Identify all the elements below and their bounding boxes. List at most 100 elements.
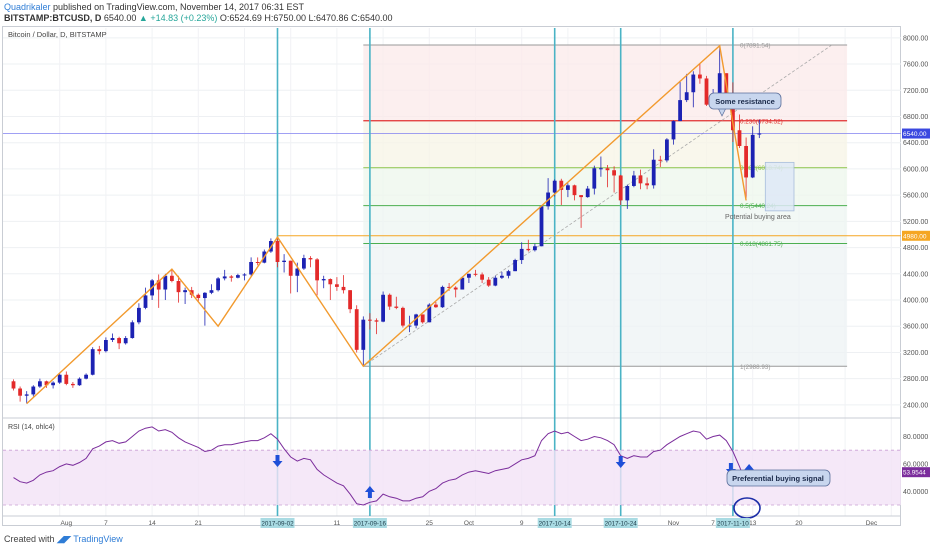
time-tick-label: 11 [334,520,341,527]
highlight-date-label: 2017-10-14 [539,521,572,528]
candle-body [592,168,597,189]
candle-body [57,374,62,383]
price-tick-label: 3600.00 [903,324,928,331]
highlight-date-label: 2017-09-16 [354,521,387,528]
candle-body [249,262,253,275]
rsi-tick-label: 40.0000 [903,489,928,496]
candle-body [506,271,511,276]
candle-body [222,276,227,279]
author-link[interactable]: Quadrikaler [4,2,51,12]
candle-body [717,73,722,96]
candle-body [480,274,484,280]
buying-area-label: Potential buying area [725,214,791,221]
candle-body [341,286,346,291]
highlight-date-bg [603,518,638,528]
callout-pointer [717,107,727,117]
candle-body [513,260,517,272]
symbol-label: BITSTAMP:BTCUSD, D [4,13,102,23]
candle-body [117,338,121,344]
candle-body [170,275,174,282]
candle-body [315,259,319,281]
fib-level-label: 1(2988.93) [740,364,770,371]
current-price-label-bg [902,128,930,139]
candle-body [123,338,128,344]
candle-body [665,139,669,161]
price-tick-label: 6800.00 [903,114,928,121]
candle-body [500,275,504,278]
candle-body [684,92,689,101]
resistance-label: Some resistance [715,97,775,106]
resistance-callout [708,92,782,110]
candle-body [618,175,623,201]
time-tick-label: 9 [520,520,524,527]
candle-body [394,306,399,308]
current-price-label: 6540.00 [903,131,927,138]
candle-body [625,185,630,201]
highlight-date-bg [260,518,295,528]
candle-body [467,273,471,278]
arrow-down-icon [615,456,626,468]
candle-body [533,246,537,251]
created-with-label: Created with [4,534,55,544]
candle-body [612,170,616,176]
time-tick-label: Dec [866,520,878,527]
candle-body [24,394,29,396]
price-tick-label: 6000.00 [903,166,928,173]
tradingview-link[interactable]: TradingView [73,534,123,544]
candle-body [328,279,333,285]
candle-body [460,277,465,290]
candle-body [255,262,260,263]
fib-level-label: 0.618(4861.75) [740,241,783,248]
time-tick-label: 7 [104,520,108,527]
candle-body [176,281,181,293]
candle-body [368,319,372,321]
candle-body [447,286,451,288]
last-price: 6540.00 [103,13,137,23]
fib-level-label: 0.5(5440.24) [740,203,776,210]
candle-body [216,278,220,291]
candle-body [31,386,36,395]
rsi-tick-label: 60.0000 [903,461,928,468]
price-tick-label: 6400.00 [903,140,928,147]
rsi-current-bg [902,467,930,478]
candle-body [599,168,603,170]
candle-body [348,290,352,310]
candle-body [361,319,366,350]
highlight-date-bg [352,518,387,528]
candle-body [84,374,88,379]
level-price-label-bg [902,230,930,241]
candle-body [288,260,293,276]
candle-body [632,175,636,186]
candle-body [658,159,663,161]
time-tick-label: Oct [464,520,474,527]
candle-body [552,180,557,193]
candle-body [163,275,168,290]
price-tick-label: 4800.00 [903,245,928,252]
candle-body [638,175,643,184]
candle-body [189,290,194,295]
candle-body [572,185,577,196]
candle-body [737,130,742,146]
fib-level-label: 0(7891.54) [740,42,770,49]
fib-level-label: 0.382(6018.74) [740,165,783,172]
candle-body [698,74,702,79]
candle-body [585,188,590,198]
fib-zone [363,44,848,121]
candle-body [651,159,656,186]
price-tick-label: 7200.00 [903,88,928,95]
candle-body [420,314,425,323]
candle-body [374,320,379,322]
rsi-tick-label: 80.0000 [903,434,928,441]
highlight-date-label: 2017-10-24 [605,521,638,528]
time-tick-label: 13 [749,520,757,527]
candle-body [64,374,69,384]
candle-body [750,134,755,178]
candle-body [183,290,187,293]
candle-body [302,258,306,269]
candle-body [44,381,49,386]
price-tick-label: 7600.00 [903,62,928,69]
publish-line: Quadrikaler published on TradingView.com… [4,2,304,12]
candle-body [229,276,234,278]
highlight-date-label: 2017-09-02 [261,521,294,528]
